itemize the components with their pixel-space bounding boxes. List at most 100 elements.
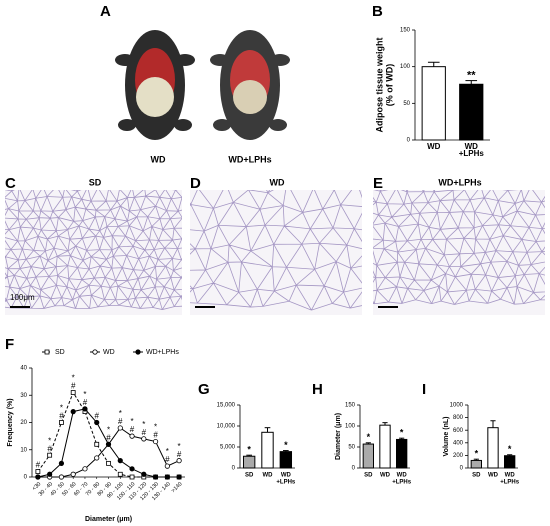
y-tick-label: 100 xyxy=(345,424,356,430)
y-tick-label: 0 xyxy=(24,475,28,481)
bar xyxy=(504,455,516,469)
point xyxy=(117,458,123,464)
x-tick-label: WD xyxy=(465,142,479,151)
significance-label: * xyxy=(475,449,479,459)
significance-label: # xyxy=(71,382,76,391)
x-tick-label: <30 xyxy=(31,481,42,492)
y-tick-label: 100 xyxy=(400,64,411,70)
histology-image xyxy=(373,190,545,315)
x-tick-label: WD xyxy=(505,473,516,479)
panel-label: C xyxy=(5,175,16,192)
significance-label: * xyxy=(508,444,512,454)
point xyxy=(152,438,159,445)
histology-title: WD xyxy=(270,177,285,187)
significance-label: # xyxy=(83,398,88,407)
legend-marker xyxy=(92,349,98,355)
point xyxy=(141,436,147,442)
point xyxy=(164,463,170,469)
panel-label: D xyxy=(190,175,201,192)
y-tick-label: 0 xyxy=(407,138,411,144)
x-tick-label: +LPHs xyxy=(459,149,485,158)
y-tick-label: 0 xyxy=(232,466,236,472)
x-tick-label: WD xyxy=(263,473,274,479)
bar xyxy=(459,83,484,141)
y-tick-label: 5,000 xyxy=(220,445,236,451)
y-axis-label: Diameter (μm) xyxy=(335,413,342,460)
y-axis-label: Volume (nL) xyxy=(443,417,450,457)
y-axis-label: (% of WD) xyxy=(384,64,394,107)
significance-label: # xyxy=(177,450,182,459)
significance-label: # xyxy=(95,412,100,421)
y-tick-label: 50 xyxy=(403,101,410,107)
significance-label: * xyxy=(119,409,122,418)
point xyxy=(94,441,100,447)
y-tick-label: 0 xyxy=(352,466,356,472)
x-tick-label: SD xyxy=(245,473,254,479)
x-axis-label: Diameter (μm) xyxy=(85,516,132,523)
significance-label: # xyxy=(130,425,135,434)
photo-label: WD+LPHs xyxy=(228,154,271,164)
y-axis-label: Adipose tissue weight xyxy=(374,37,384,132)
bar xyxy=(362,443,374,469)
panel-label: B xyxy=(372,3,383,20)
point xyxy=(105,441,112,447)
mouse-photo xyxy=(115,30,195,140)
point xyxy=(176,458,182,464)
x-tick-label: WD xyxy=(380,473,391,479)
panel-label: G xyxy=(198,381,210,398)
significance-label: * xyxy=(284,440,288,450)
significance-label: * xyxy=(154,423,157,432)
point xyxy=(70,471,76,477)
legend-marker xyxy=(135,349,141,355)
significance-label: # xyxy=(118,417,123,426)
y-tick-label: 150 xyxy=(400,28,411,34)
significance-label: * xyxy=(178,442,181,451)
point xyxy=(70,390,76,395)
y-tick-label: 15,000 xyxy=(217,403,236,409)
y-tick-label: 50 xyxy=(348,445,355,451)
y-tick-label: 600 xyxy=(453,428,464,434)
legend-label: WD+LPHs xyxy=(146,349,179,356)
significance-label: # xyxy=(153,431,158,440)
cell-membranes xyxy=(5,190,182,310)
point xyxy=(58,460,65,466)
point xyxy=(35,469,41,474)
panel-label: E xyxy=(373,175,383,192)
y-tick-label: 20 xyxy=(20,420,27,426)
x-tick-label: WD xyxy=(488,473,499,479)
bar xyxy=(379,424,391,469)
bar xyxy=(261,431,274,469)
bar xyxy=(396,438,408,469)
bar xyxy=(470,459,482,469)
significance-label: * xyxy=(400,428,404,438)
mouse-photo xyxy=(210,30,290,140)
point xyxy=(58,474,65,480)
histology-bg xyxy=(190,190,362,315)
point xyxy=(117,471,123,477)
point xyxy=(129,474,135,480)
y-axis-label: Frequency (%) xyxy=(7,398,14,446)
significance-label: # xyxy=(36,461,41,470)
y-tick-label: 150 xyxy=(345,403,356,409)
x-tick-label: WD xyxy=(281,473,292,479)
photo-label: WD xyxy=(151,154,166,164)
significance-label: * xyxy=(367,432,371,442)
x-tick-label: SD xyxy=(364,473,373,479)
point xyxy=(59,420,64,425)
histology-image xyxy=(5,190,182,315)
legend-label: WD xyxy=(103,349,115,356)
significance-label: # xyxy=(165,455,170,464)
x-tick-label: +LPHs xyxy=(276,480,296,486)
y-tick-label: 800 xyxy=(453,415,464,421)
significance-label: * xyxy=(83,390,86,399)
panel-label: A xyxy=(100,3,111,20)
significance-label: # xyxy=(47,444,52,453)
point xyxy=(129,433,135,439)
significance-label: * xyxy=(142,420,145,429)
point xyxy=(94,419,100,426)
y-tick-label: 10 xyxy=(20,447,27,453)
legend-label: SD xyxy=(55,349,65,356)
significance-label: * xyxy=(130,417,133,426)
histology-image xyxy=(190,190,362,315)
